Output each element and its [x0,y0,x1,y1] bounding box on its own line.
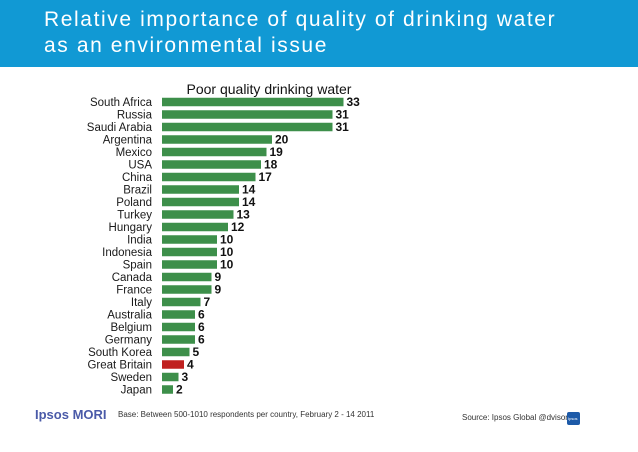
category-label-brazil: Brazil [123,185,152,197]
bar-poland [162,197,239,207]
bar-argentina [162,135,272,144]
category-label-canada: Canada [112,272,153,284]
bar-japan [162,385,173,394]
category-label-russia: Russia [117,110,153,122]
category-label-hungary: Hungary [109,222,153,234]
bar-spain [162,260,217,269]
bar-sweden [162,372,179,382]
bar-brazil [162,185,239,194]
bar-canada [162,272,212,282]
value-label-india: 10 [220,233,234,247]
category-label-mexico: Mexico [116,147,152,159]
value-label-hungary: 12 [231,220,245,234]
bar-italy [162,297,201,307]
bar-usa [162,160,261,169]
value-label-indonesia: 10 [220,245,234,259]
category-label-sweden: Sweden [110,372,152,384]
slide-title-line-2: as an environmental issue [44,34,328,57]
category-label-australia: Australia [107,310,152,322]
value-label-sweden: 3 [182,370,189,384]
bar-china [162,172,256,182]
category-label-india: India [127,235,153,247]
slide-title-line-1: Relative importance of quality of drinki… [44,8,557,31]
category-label-south-africa: South Africa [90,97,153,109]
category-label-italy: Italy [131,297,152,309]
value-label-usa: 18 [264,158,278,172]
value-label-spain: 10 [220,258,234,272]
value-label-canada: 9 [215,270,222,284]
bar-south-africa [162,97,344,107]
category-label-turkey: Turkey [117,210,152,222]
category-label-great-britain: Great Britain [87,360,152,372]
value-label-argentina: 20 [275,133,289,147]
value-label-saudi-arabia: 31 [336,120,350,134]
category-label-usa: USA [128,160,152,172]
category-label-saudi-arabia: Saudi Arabia [87,122,153,134]
value-label-poland: 14 [242,195,256,209]
chart-title: Poor quality drinking water [187,81,352,97]
category-label-poland: Poland [116,197,152,209]
bar-mexico [162,147,267,157]
category-label-china: China [122,172,153,184]
bar-hungary [162,222,228,232]
value-label-australia: 6 [198,308,205,322]
bar-belgium [162,322,195,332]
value-label-turkey: 13 [237,208,251,222]
value-label-italy: 7 [204,295,211,309]
category-label-germany: Germany [105,335,153,347]
category-label-france: France [116,285,152,297]
category-label-argentina: Argentina [103,135,153,147]
value-label-russia: 31 [336,108,350,122]
value-label-brazil: 14 [242,183,256,197]
ipsos-mori-logo: Ipsos MORI [35,407,107,422]
bar-india [162,235,217,244]
bar-germany [162,335,195,344]
category-label-south-korea: South Korea [88,347,153,359]
bar-great-britain [162,360,184,369]
value-label-japan: 2 [176,383,183,397]
title-banner: Relative importance of quality of drinki… [0,0,638,67]
value-label-great-britain: 4 [187,358,194,372]
value-label-mexico: 19 [270,145,284,159]
value-label-germany: 6 [198,333,205,347]
category-label-belgium: Belgium [110,322,152,334]
base-note: Base: Between 500-1010 respondents per c… [118,410,375,419]
source-note: Source: Ipsos Global @dvisor [462,413,568,422]
ipsos-badge-icon: Ipsos [567,412,580,425]
category-label-spain: Spain [123,260,152,272]
bar-turkey [162,210,234,219]
bar-australia [162,310,195,319]
value-label-belgium: 6 [198,320,205,334]
bar-indonesia [162,247,217,257]
category-label-indonesia: Indonesia [102,247,152,259]
value-label-south-africa: 33 [347,95,361,109]
category-label-japan: Japan [121,385,152,397]
bar-russia [162,110,333,119]
ipsos-badge-text: Ipsos [568,416,578,421]
bar-saudi-arabia [162,122,333,132]
bar-france [162,285,212,294]
bar-south-korea [162,347,190,357]
value-label-south-korea: 5 [193,345,200,359]
value-label-china: 17 [259,170,273,184]
value-label-france: 9 [215,283,222,297]
